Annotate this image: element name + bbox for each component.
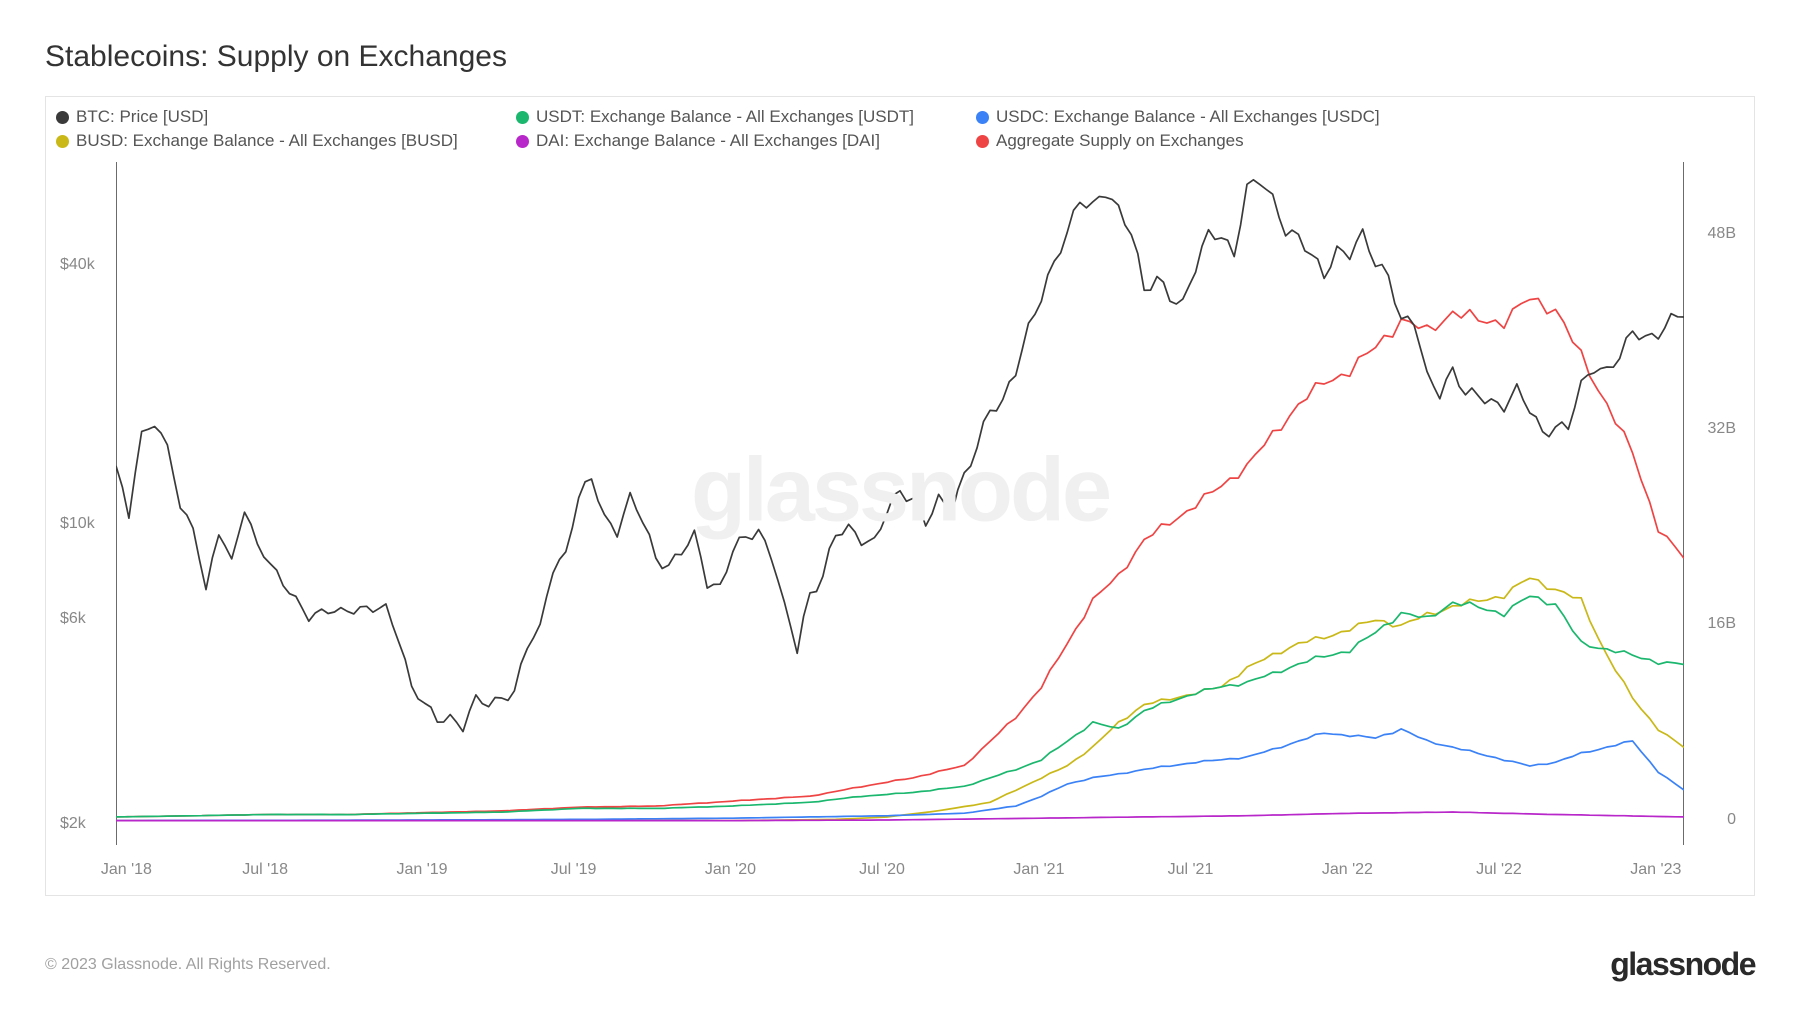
- x-tick: Jul '22: [1476, 861, 1522, 879]
- legend-swatch: [976, 135, 989, 148]
- chart-frame: BTC: Price [USD] BUSD: Exchange Balance -…: [45, 96, 1755, 896]
- x-tick: Jan '20: [705, 861, 756, 879]
- x-tick: Jan '22: [1322, 861, 1373, 879]
- chart-title: Stablecoins: Supply on Exchanges: [45, 40, 1755, 74]
- legend-label: DAI: Exchange Balance - All Exchanges [D…: [536, 131, 880, 151]
- x-tick: Jul '20: [859, 861, 905, 879]
- brand-logo: glassnode: [1610, 946, 1755, 983]
- x-tick: Jan '19: [396, 861, 447, 879]
- legend-swatch: [56, 111, 69, 124]
- legend-swatch: [56, 135, 69, 148]
- legend-item-btc[interactable]: BTC: Price [USD]: [56, 107, 516, 127]
- series-busd: [116, 578, 1684, 820]
- legend-item-aggregate[interactable]: Aggregate Supply on Exchanges: [976, 131, 1436, 151]
- plot-area: [116, 162, 1684, 845]
- x-tick: Jan '18: [101, 861, 152, 879]
- y-right-tick: 0: [1727, 811, 1736, 829]
- legend-swatch: [976, 111, 989, 124]
- y-right-tick: 16B: [1708, 615, 1736, 633]
- x-tick: Jul '18: [242, 861, 288, 879]
- series-usdc: [116, 729, 1684, 821]
- legend-label: BTC: Price [USD]: [76, 107, 208, 127]
- y-left-tick: $6k: [60, 610, 86, 628]
- legend-item-busd[interactable]: BUSD: Exchange Balance - All Exchanges […: [56, 131, 516, 151]
- legend-label: BUSD: Exchange Balance - All Exchanges […: [76, 131, 458, 151]
- legend-item-dai[interactable]: DAI: Exchange Balance - All Exchanges [D…: [516, 131, 976, 151]
- x-tick: Jan '21: [1013, 861, 1064, 879]
- y-left-tick: $40k: [60, 256, 95, 274]
- legend-swatch: [516, 111, 529, 124]
- legend-swatch: [516, 135, 529, 148]
- legend-item-usdt[interactable]: USDT: Exchange Balance - All Exchanges […: [516, 107, 976, 127]
- legend-item-usdc[interactable]: USDC: Exchange Balance - All Exchanges […: [976, 107, 1436, 127]
- y-right-tick: 32B: [1708, 420, 1736, 438]
- series-usdt: [116, 596, 1684, 817]
- series-btc: [116, 180, 1684, 732]
- y-left-tick: $10k: [60, 515, 95, 533]
- x-tick: Jan '23: [1630, 861, 1681, 879]
- x-tick: Jul '21: [1168, 861, 1214, 879]
- y-right-tick: 48B: [1708, 225, 1736, 243]
- x-tick: Jul '19: [551, 861, 597, 879]
- legend: BTC: Price [USD] BUSD: Exchange Balance -…: [56, 107, 1744, 151]
- legend-label: Aggregate Supply on Exchanges: [996, 131, 1244, 151]
- legend-label: USDT: Exchange Balance - All Exchanges […: [536, 107, 914, 127]
- legend-label: USDC: Exchange Balance - All Exchanges […: [996, 107, 1380, 127]
- y-left-tick: $2k: [60, 815, 86, 833]
- copyright: © 2023 Glassnode. All Rights Reserved.: [45, 956, 331, 974]
